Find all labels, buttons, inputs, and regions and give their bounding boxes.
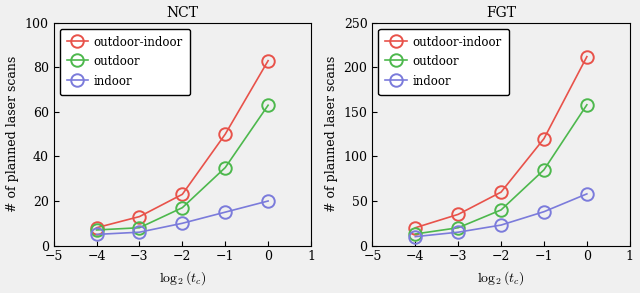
indoor (412, 235, 419, 239)
outdoor-indoor (93, 226, 100, 229)
indoor (93, 233, 100, 236)
outdoor (583, 103, 591, 107)
outdoor-indoor (454, 213, 462, 216)
Line: outdoor: outdoor (90, 99, 275, 236)
Line: outdoor-indoor: outdoor-indoor (409, 50, 593, 234)
X-axis label: $\log_2(t_c)$: $\log_2(t_c)$ (159, 269, 206, 287)
Line: indoor: indoor (409, 188, 593, 243)
indoor (540, 210, 548, 214)
Y-axis label: # of planned laser scans: # of planned laser scans (6, 56, 19, 212)
indoor (454, 230, 462, 234)
outdoor-indoor (412, 226, 419, 229)
Legend: outdoor-indoor, outdoor, indoor: outdoor-indoor, outdoor, indoor (60, 29, 190, 95)
outdoor (412, 232, 419, 236)
outdoor (136, 226, 143, 229)
outdoor (454, 226, 462, 229)
outdoor (540, 168, 548, 172)
outdoor-indoor (540, 137, 548, 140)
Legend: outdoor-indoor, outdoor, indoor: outdoor-indoor, outdoor, indoor (378, 29, 509, 95)
indoor (136, 230, 143, 234)
outdoor (179, 206, 186, 209)
outdoor (221, 166, 229, 169)
indoor (179, 222, 186, 225)
Line: outdoor-indoor: outdoor-indoor (90, 54, 275, 234)
outdoor-indoor (497, 190, 505, 194)
outdoor-indoor (179, 193, 186, 196)
Title: NCT: NCT (166, 6, 198, 20)
indoor (264, 199, 272, 203)
indoor (497, 223, 505, 227)
outdoor-indoor (136, 215, 143, 218)
outdoor (497, 208, 505, 212)
outdoor (93, 228, 100, 232)
indoor (583, 192, 591, 196)
Line: indoor: indoor (90, 195, 275, 241)
indoor (221, 210, 229, 214)
Line: outdoor: outdoor (409, 98, 593, 240)
outdoor-indoor (583, 55, 591, 58)
X-axis label: $\log_2(t_c)$: $\log_2(t_c)$ (477, 269, 525, 287)
Title: FGT: FGT (486, 6, 516, 20)
outdoor-indoor (221, 132, 229, 136)
outdoor (264, 103, 272, 107)
outdoor-indoor (264, 59, 272, 62)
Y-axis label: # of planned laser scans: # of planned laser scans (325, 56, 338, 212)
